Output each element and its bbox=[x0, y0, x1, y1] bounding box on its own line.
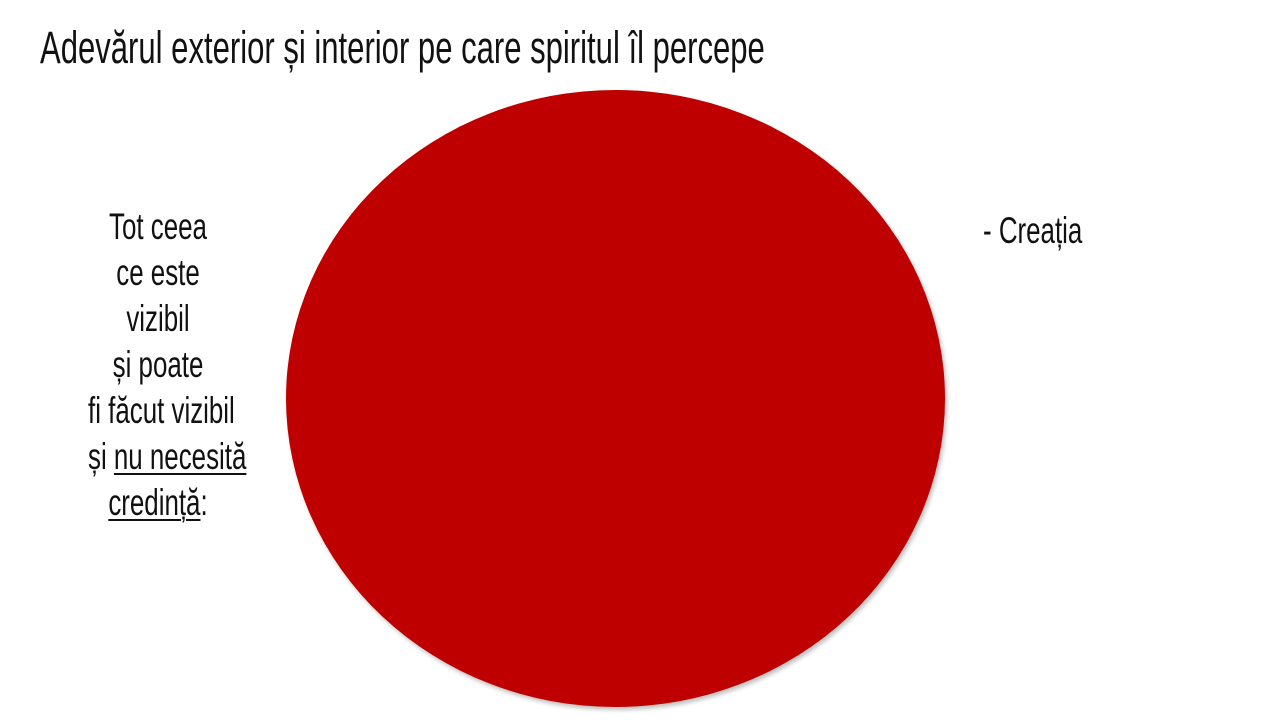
left-text-prefix: și bbox=[88, 436, 114, 477]
left-text-block: Tot ceea ce este vizibil și poate fi făc… bbox=[58, 204, 258, 526]
right-text: - Creația bbox=[983, 210, 1083, 251]
left-text-suffix: : bbox=[200, 482, 208, 523]
left-text-line: Tot ceea bbox=[109, 206, 207, 247]
red-circle bbox=[286, 90, 945, 707]
emphasis-underlined-text: nu necesită bbox=[113, 436, 247, 477]
left-text-line: și nu necesită bbox=[88, 434, 246, 480]
left-text-line: fi făcut vizibil bbox=[88, 390, 235, 431]
slide-title: Adevărul exterior și interior pe care sp… bbox=[40, 22, 765, 73]
emphasis-underlined-text: credință bbox=[108, 482, 201, 523]
left-text-line: și poate bbox=[112, 344, 204, 385]
left-text-line: vizibil bbox=[126, 298, 190, 339]
left-text-line: ce este bbox=[116, 252, 200, 293]
left-text-line: credință: bbox=[88, 480, 228, 526]
